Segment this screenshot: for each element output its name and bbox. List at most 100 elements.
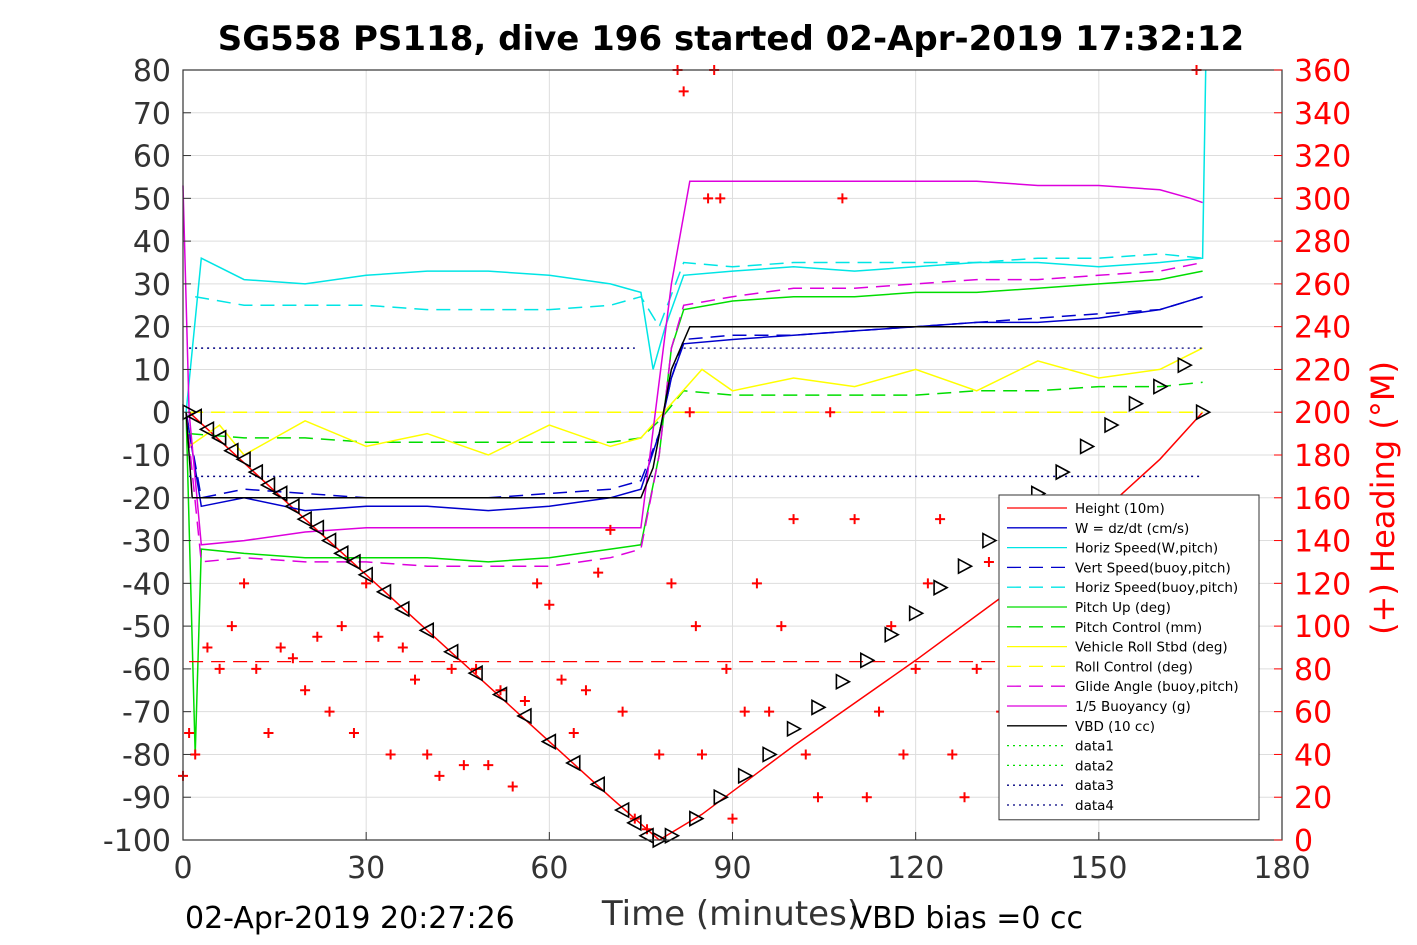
heading-point — [544, 599, 555, 610]
heading-point — [275, 642, 286, 653]
heading-point — [715, 193, 726, 204]
y2-tick-label: 260 — [1294, 268, 1351, 303]
y-tick-label: -90 — [122, 781, 171, 816]
depth-marker — [762, 746, 778, 763]
heading-point — [886, 621, 897, 632]
heading-point — [361, 578, 372, 589]
legend-label: W = dz/dt (cm/s) — [1075, 521, 1189, 537]
depth-marker — [442, 643, 459, 661]
legend-label: Pitch Up (deg) — [1075, 600, 1171, 616]
depth-marker — [516, 707, 532, 725]
y-tick-label: 0 — [152, 396, 171, 431]
y-tick-label: 10 — [133, 353, 171, 388]
heading-point — [287, 653, 298, 664]
depth-marker — [247, 463, 264, 481]
depth-marker — [957, 557, 974, 575]
heading-point — [519, 695, 530, 706]
heading-point — [874, 706, 885, 717]
series-line-3 — [185, 295, 1203, 499]
y-tick-label: -50 — [122, 610, 171, 645]
heading-point — [422, 749, 433, 760]
depth-marker — [565, 754, 581, 772]
depth-marker — [357, 566, 373, 584]
heading-point — [556, 674, 567, 685]
depth-marker — [689, 810, 705, 827]
y2-tick-label: 140 — [1294, 525, 1351, 560]
depth-marker — [491, 686, 508, 703]
heading-point — [580, 685, 591, 696]
legend-label: data3 — [1075, 778, 1114, 794]
y-tick-label: -20 — [122, 482, 171, 517]
y-tick-label: -30 — [122, 525, 171, 560]
x-tick-label: 60 — [530, 851, 568, 886]
depth-marker — [540, 733, 557, 750]
y-tick-label: 20 — [133, 311, 171, 346]
y2-tick-label: 180 — [1294, 439, 1351, 474]
x-axis-label: Time (minutes) — [601, 894, 860, 934]
heading-point — [446, 663, 457, 674]
heading-point — [666, 578, 677, 589]
heading-point — [800, 749, 811, 760]
heading-point — [703, 193, 714, 204]
heading-point — [324, 706, 335, 717]
depth-marker — [589, 776, 605, 793]
legend-label: Glide Angle (buoy,pitch) — [1075, 679, 1239, 695]
y-tick-label: -10 — [122, 439, 171, 474]
depth-marker — [198, 420, 215, 438]
heading-point — [684, 407, 695, 418]
depth-marker — [1153, 378, 1169, 395]
series-line-6 — [189, 381, 1203, 443]
legend-label: Vert Speed(buoy,pitch) — [1075, 560, 1231, 576]
heading-point — [336, 621, 347, 632]
depth-marker — [786, 720, 803, 738]
right-axis-label: (+) Heading (°M) — [1364, 361, 1402, 635]
depth-marker — [1079, 438, 1096, 455]
y-tick-label: 30 — [133, 268, 171, 303]
heading-point — [935, 514, 946, 525]
x-tick-label: 30 — [347, 851, 385, 886]
x-tick-label: 180 — [1253, 851, 1310, 886]
depth-marker — [467, 664, 483, 682]
depth-marker — [308, 519, 325, 537]
heading-point — [776, 621, 787, 632]
legend-label: Pitch Control (mm) — [1075, 620, 1202, 636]
depth-marker — [884, 626, 900, 644]
depth-marker — [259, 476, 276, 494]
depth-marker — [394, 600, 410, 618]
depth-marker — [296, 510, 312, 528]
depth-marker — [418, 622, 435, 639]
depth-marker — [835, 673, 852, 691]
y2-tick-label: 160 — [1294, 482, 1351, 517]
y2-tick-label: 240 — [1294, 311, 1351, 346]
depth-marker — [375, 583, 392, 601]
y2-tick-label: 360 — [1294, 54, 1351, 89]
y2-tick-label: 20 — [1294, 781, 1332, 816]
chart-title: SG558 PS118, dive 196 started 02-Apr-201… — [218, 19, 1244, 59]
heading-point — [605, 524, 616, 535]
y2-tick-label: 80 — [1294, 653, 1332, 688]
depth-marker — [284, 497, 300, 515]
heading-point — [764, 706, 775, 717]
y2-tick-label: 220 — [1294, 353, 1351, 388]
legend-label: 1/5 Buoyancy (g) — [1075, 699, 1191, 715]
series-line-10 — [182, 180, 1203, 546]
depth-marker — [1104, 416, 1120, 434]
heading-point — [983, 556, 994, 567]
heading-point — [263, 728, 274, 739]
heading-point — [568, 728, 579, 739]
heading-point — [825, 407, 836, 418]
heading-point — [678, 86, 689, 97]
depth-marker — [1128, 395, 1145, 413]
y-tick-label: 80 — [133, 54, 171, 89]
depth-marker — [272, 485, 288, 502]
heading-point — [251, 663, 262, 674]
axes: 0 30 60 90 120 150 180-100-90-80-70-60-50-40-3… — [103, 54, 1351, 886]
footer-timestamp: 02-Apr-2019 20:27:26 — [185, 901, 515, 936]
y-tick-label: 40 — [133, 225, 171, 260]
heading-point — [373, 631, 384, 642]
heading-point — [617, 706, 628, 717]
depth-marker — [737, 767, 754, 785]
depth-marker — [664, 827, 681, 845]
depth-marker — [1055, 463, 1071, 481]
depth-marker — [933, 579, 949, 596]
